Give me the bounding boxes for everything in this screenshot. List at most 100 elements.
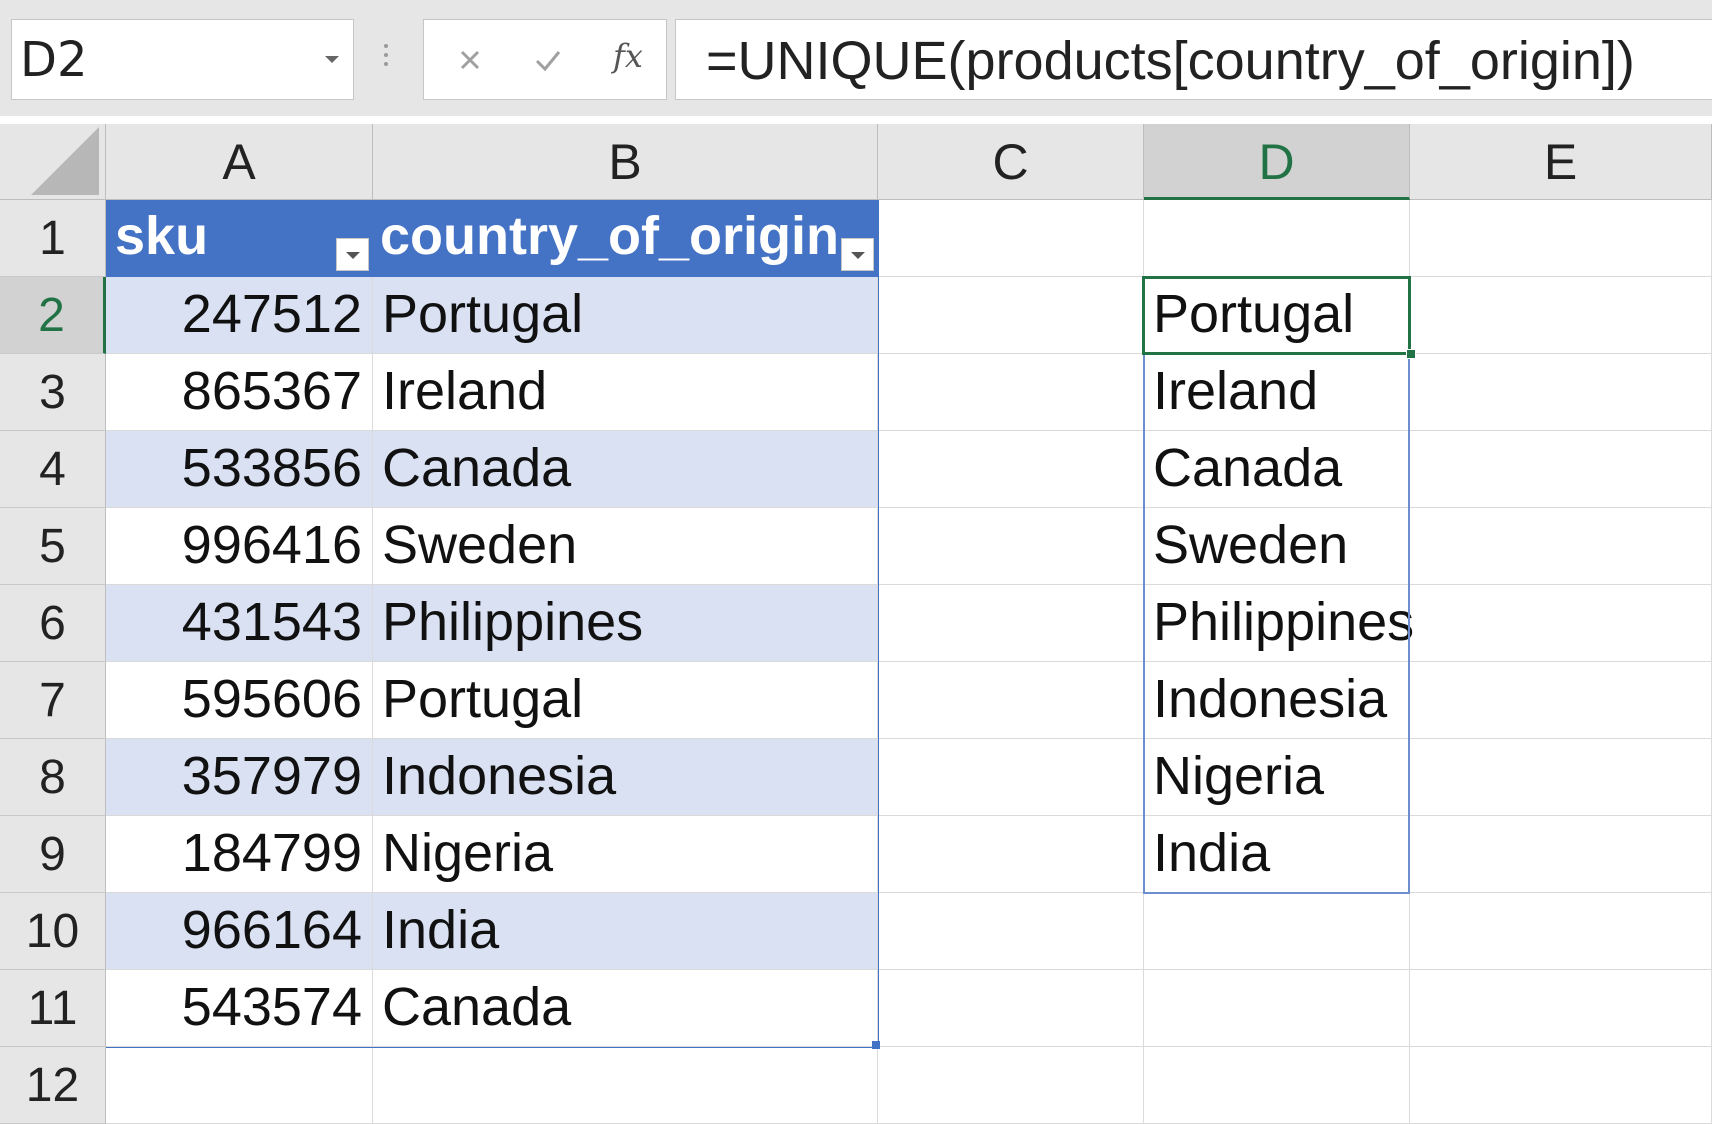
table-cell-sku[interactable]: 865367: [106, 354, 373, 431]
table-cell-sku[interactable]: 184799: [106, 816, 373, 893]
cell-a12[interactable]: [106, 1047, 373, 1124]
select-all-button[interactable]: [0, 124, 106, 200]
name-box-dropdown-icon[interactable]: [325, 56, 339, 63]
row-header-8[interactable]: 8: [0, 739, 106, 816]
spill-cell[interactable]: Nigeria: [1144, 739, 1410, 816]
table-cell-country[interactable]: Portugal: [373, 277, 878, 354]
name-box[interactable]: D2: [11, 19, 354, 100]
cell-c11[interactable]: [878, 970, 1144, 1047]
row-header-10[interactable]: 10: [0, 893, 106, 970]
row-header-4[interactable]: 4: [0, 431, 106, 508]
checkmark-icon[interactable]: [528, 38, 568, 82]
cell-c9[interactable]: [878, 816, 1144, 893]
filter-dropdown-button[interactable]: [841, 238, 874, 271]
chevron-down-icon: [346, 252, 360, 259]
select-all-triangle-icon: [31, 127, 99, 195]
cell-c10[interactable]: [878, 893, 1144, 970]
name-box-value: D2: [20, 32, 88, 88]
cell-d10[interactable]: [1144, 893, 1410, 970]
table-cell-sku[interactable]: 431543: [106, 585, 373, 662]
fill-handle[interactable]: [1406, 349, 1416, 359]
column-header-d[interactable]: D: [1144, 124, 1410, 200]
table-cell-country[interactable]: Nigeria: [373, 816, 878, 893]
table-resize-handle[interactable]: [872, 1041, 880, 1049]
table-cell-sku[interactable]: 966164: [106, 893, 373, 970]
cell-e10[interactable]: [1410, 893, 1712, 970]
cell-c7[interactable]: [878, 662, 1144, 739]
row-header-2[interactable]: 2: [0, 277, 106, 354]
table-cell-country[interactable]: Ireland: [373, 354, 878, 431]
cell-c5[interactable]: [878, 508, 1144, 585]
cell-d1[interactable]: [1144, 200, 1410, 277]
table-header-label: country_of_origin: [380, 206, 840, 266]
table-cell-country[interactable]: Portugal: [373, 662, 878, 739]
cell-e7[interactable]: [1410, 662, 1712, 739]
table-cell-country[interactable]: Indonesia: [373, 739, 878, 816]
cell-e2[interactable]: [1410, 277, 1712, 354]
cell-c2[interactable]: [878, 277, 1144, 354]
cell-e9[interactable]: [1410, 816, 1712, 893]
cell-e3[interactable]: [1410, 354, 1712, 431]
cell-e12[interactable]: [1410, 1047, 1712, 1124]
cell-c1[interactable]: [878, 200, 1144, 277]
table-cell-country[interactable]: Sweden: [373, 508, 878, 585]
column-header-b[interactable]: B: [373, 124, 878, 200]
cell-c12[interactable]: [878, 1047, 1144, 1124]
column-header-c[interactable]: C: [878, 124, 1144, 200]
chevron-down-icon: [851, 252, 865, 259]
column-header-a[interactable]: A: [106, 124, 373, 200]
cell-e6[interactable]: [1410, 585, 1712, 662]
column-header-e[interactable]: E: [1410, 124, 1712, 200]
filter-dropdown-button[interactable]: [336, 238, 369, 271]
cell-e4[interactable]: [1410, 431, 1712, 508]
table-header-sku[interactable]: sku: [106, 200, 373, 277]
fx-icon: fx: [613, 37, 643, 75]
spill-cell[interactable]: Philippines: [1144, 585, 1414, 662]
cell-c8[interactable]: [878, 739, 1144, 816]
insert-function-button[interactable]: fx: [608, 34, 648, 78]
spill-cell[interactable]: Canada: [1144, 431, 1410, 508]
cell-b12[interactable]: [373, 1047, 878, 1124]
spill-cell[interactable]: India: [1144, 816, 1410, 893]
spill-cell[interactable]: Sweden: [1144, 508, 1410, 585]
row-header-5[interactable]: 5: [0, 508, 106, 585]
cell-d12[interactable]: [1144, 1047, 1410, 1124]
cell-e8[interactable]: [1410, 739, 1712, 816]
cell-c3[interactable]: [878, 354, 1144, 431]
table-header-label: sku: [115, 206, 209, 266]
cell-e1[interactable]: [1410, 200, 1712, 277]
row-header-3[interactable]: 3: [0, 354, 106, 431]
cancel-icon[interactable]: [450, 38, 490, 82]
table-header-country-of-origin[interactable]: country_of_origin: [373, 200, 878, 277]
table-cell-country[interactable]: Canada: [373, 970, 878, 1047]
cell-e11[interactable]: [1410, 970, 1712, 1047]
row-header-12[interactable]: 12: [0, 1047, 106, 1124]
table-cell-country[interactable]: Canada: [373, 431, 878, 508]
table-cell-sku[interactable]: 247512: [106, 277, 373, 354]
formula-input[interactable]: =UNIQUE(products[country_of_origin]): [675, 19, 1712, 100]
table-cell-country[interactable]: India: [373, 893, 878, 970]
row-header-6[interactable]: 6: [0, 585, 106, 662]
table-cell-sku[interactable]: 533856: [106, 431, 373, 508]
row-header-9[interactable]: 9: [0, 816, 106, 893]
table-cell-sku[interactable]: 595606: [106, 662, 373, 739]
table-cell-sku[interactable]: 543574: [106, 970, 373, 1047]
formula-bar-grip-icon[interactable]: [383, 44, 389, 74]
spill-cell[interactable]: Indonesia: [1144, 662, 1410, 739]
row-header-7[interactable]: 7: [0, 662, 106, 739]
table-cell-country[interactable]: Philippines: [373, 585, 878, 662]
row-header-11[interactable]: 11: [0, 970, 106, 1047]
formula-text: =UNIQUE(products[country_of_origin]): [706, 31, 1635, 91]
spill-cell[interactable]: Portugal: [1144, 277, 1410, 354]
worksheet-grid[interactable]: A B C D E 1 2 3 4 5 6 7 8 9 10 11 12 sku country_of_origin…: [0, 124, 1712, 1124]
cell-d11[interactable]: [1144, 970, 1410, 1047]
row-header-1[interactable]: 1: [0, 200, 106, 277]
cell-e5[interactable]: [1410, 508, 1712, 585]
spill-cell[interactable]: Ireland: [1144, 354, 1410, 431]
cell-c4[interactable]: [878, 431, 1144, 508]
table-cell-sku[interactable]: 357979: [106, 739, 373, 816]
cell-c6[interactable]: [878, 585, 1144, 662]
formula-bar-buttons: fx: [423, 19, 667, 100]
formula-bar: D2 fx =UNIQUE(products[country_of_origin…: [0, 0, 1712, 116]
table-cell-sku[interactable]: 996416: [106, 508, 373, 585]
